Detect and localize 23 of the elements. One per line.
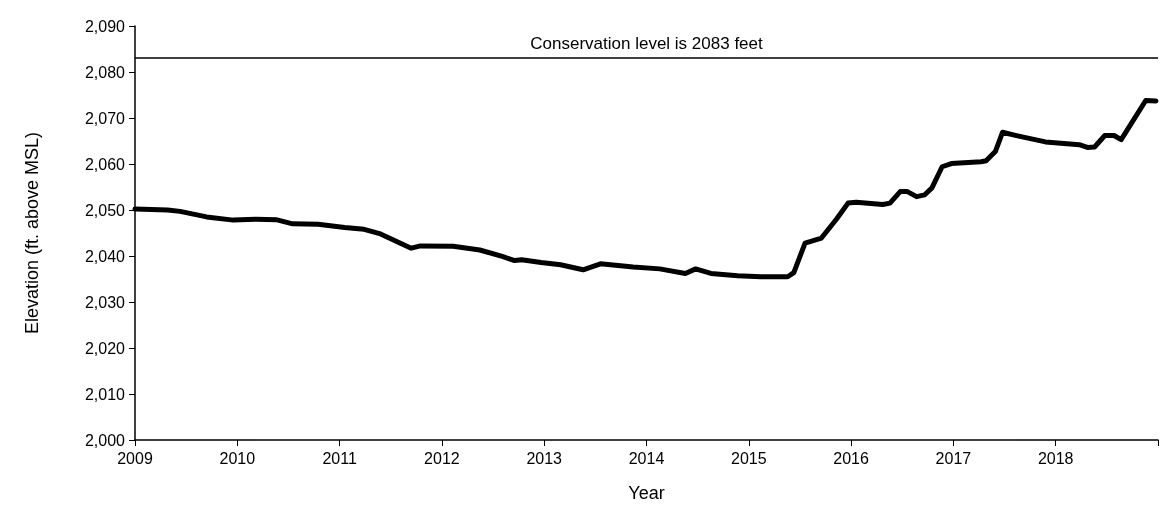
x-tick-label: 2011 <box>322 449 357 467</box>
x-tick-label: 2015 <box>731 449 767 467</box>
x-tick-label: 2017 <box>935 449 972 467</box>
y-tick-label: 2,070 <box>84 109 126 127</box>
x-tick-label: 2016 <box>833 449 869 467</box>
y-tick-label: 2,010 <box>84 385 126 403</box>
x-tick-label: 2014 <box>628 449 665 467</box>
y-tick-label: 2,020 <box>84 339 126 357</box>
x-axis-title: Year <box>628 483 665 503</box>
y-tick-label: 2,030 <box>84 293 126 311</box>
x-tick-label: 2012 <box>424 449 460 467</box>
y-tick-label: 2,080 <box>84 63 126 81</box>
y-tick-label: 2,000 <box>84 431 126 449</box>
x-tick-label: 2010 <box>219 449 256 467</box>
ref-line-label: Conservation level is 2083 feet <box>530 34 764 54</box>
x-tick-label: 2009 <box>117 449 153 467</box>
y-tick-label: 2,090 <box>84 17 126 35</box>
y-tick-label: 2,050 <box>84 201 126 219</box>
x-tick-label: 2013 <box>526 449 563 467</box>
y-tick-label: 2,060 <box>84 155 126 173</box>
y-axis-title: Elevation (ft. above MSL) <box>22 131 42 335</box>
y-tick-label: 2,040 <box>84 247 126 265</box>
x-tick-label: 2018 <box>1037 449 1074 467</box>
